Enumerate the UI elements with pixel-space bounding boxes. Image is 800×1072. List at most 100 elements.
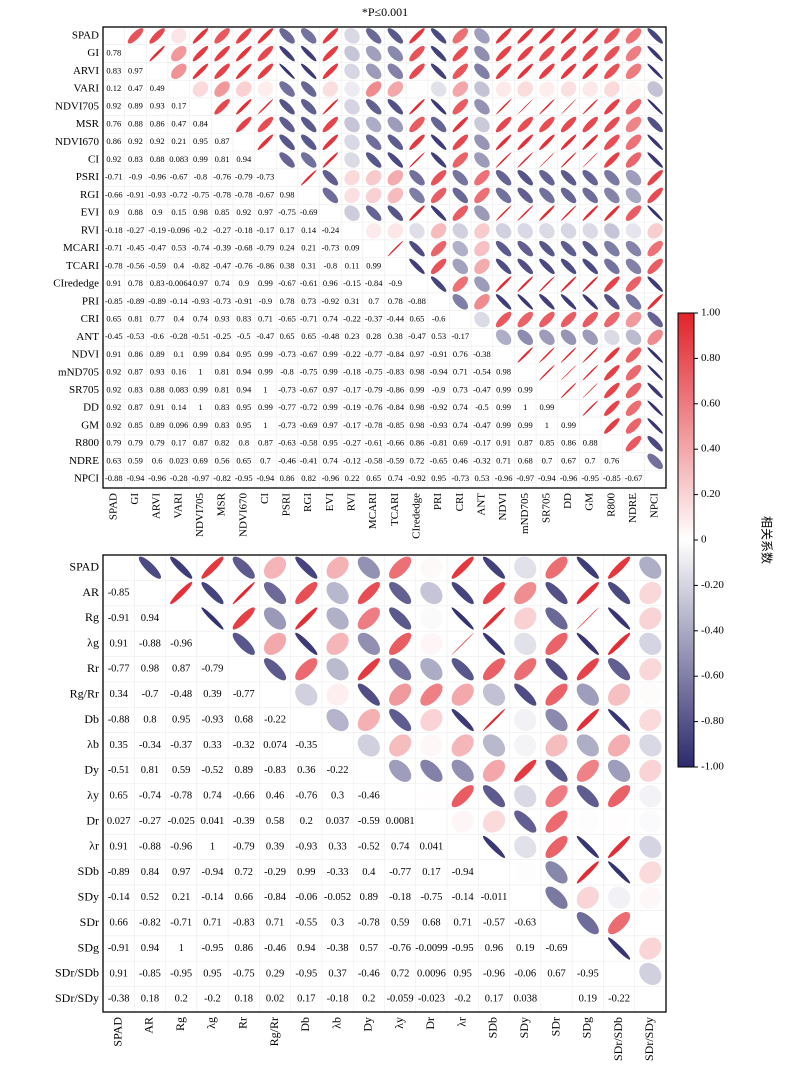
correlation-ellipse xyxy=(647,329,663,346)
value-label: -0.15 xyxy=(343,278,361,288)
value-label: 0.67 xyxy=(547,968,565,979)
correlation-ellipse xyxy=(625,169,642,186)
correlation-ellipse xyxy=(365,187,382,204)
value-label: 0.94 xyxy=(141,613,160,624)
value-label: -0.94 xyxy=(127,473,145,483)
correlation-ellipse xyxy=(263,632,287,655)
correlation-ellipse xyxy=(389,708,412,732)
value-label: 0.18 xyxy=(235,994,253,1005)
value-label: -0.18 xyxy=(389,892,411,903)
correlation-ellipse xyxy=(514,607,537,630)
value-label: -0.32 xyxy=(473,455,491,465)
correlation-ellipse xyxy=(539,116,555,133)
value-label: 0.23 xyxy=(345,331,360,341)
correlation-ellipse xyxy=(560,223,577,239)
value-label: 0.76 xyxy=(604,455,619,465)
value-label: 0.97 xyxy=(193,278,208,288)
correlation-ellipse xyxy=(625,276,642,292)
value-label: 0.14 xyxy=(301,225,317,235)
value-label: 0.92 xyxy=(106,384,121,394)
correlation-ellipse xyxy=(625,134,642,150)
correlation-ellipse xyxy=(514,785,537,808)
correlation-ellipse xyxy=(322,116,339,133)
value-label: 1 xyxy=(198,402,202,412)
value-label: -0.79 xyxy=(233,841,255,852)
correlation-ellipse xyxy=(257,28,274,44)
value-label: 0.88 xyxy=(128,118,143,128)
column-label: RVI xyxy=(346,493,358,511)
value-label: 0.72 xyxy=(410,455,425,465)
value-label: 0.98 xyxy=(280,189,295,199)
correlation-ellipse xyxy=(517,134,533,150)
value-label: 0.92 xyxy=(106,420,121,430)
correlation-ellipse xyxy=(647,240,663,257)
correlation-ellipse xyxy=(326,683,349,706)
correlation-ellipse xyxy=(625,400,642,416)
value-label: 0.023 xyxy=(169,455,188,465)
value-label: -0.75 xyxy=(365,367,383,377)
value-label: 0.99 xyxy=(518,420,533,430)
correlation-ellipse xyxy=(647,187,663,204)
row-label: λb xyxy=(87,737,99,751)
row-label: CI xyxy=(88,154,99,166)
correlation-ellipse xyxy=(560,329,577,346)
value-label: -0.95 xyxy=(235,473,253,483)
correlation-ellipse xyxy=(576,886,599,909)
value-label: 0.93 xyxy=(215,314,230,324)
value-label: 0.83 xyxy=(106,65,121,75)
value-label: -0.48 xyxy=(170,689,192,700)
value-label: 0.89 xyxy=(360,892,378,903)
correlation-ellipse xyxy=(236,45,252,62)
correlation-ellipse xyxy=(604,205,620,221)
correlation-ellipse xyxy=(625,116,642,133)
correlation-ellipse xyxy=(474,134,490,150)
value-label: 0.86 xyxy=(561,438,576,448)
value-label: 0.97 xyxy=(323,420,338,430)
column-label: ARVI xyxy=(151,493,163,519)
row-label: NDVI670 xyxy=(55,136,99,148)
value-label: -0.14 xyxy=(202,892,225,903)
correlation-ellipse xyxy=(639,962,662,986)
value-label: -0.81 xyxy=(430,438,448,448)
value-label: 0.96 xyxy=(323,278,338,288)
value-label: -0.52 xyxy=(358,841,380,852)
value-label: -0.45 xyxy=(127,243,145,253)
value-label: 0.86 xyxy=(235,943,253,954)
value-label: -0.76 xyxy=(365,402,383,412)
value-label: -0.79 xyxy=(365,384,383,394)
value-label: 0.47 xyxy=(171,118,186,128)
value-label: 0.74 xyxy=(453,402,469,412)
correlation-ellipse xyxy=(451,785,474,808)
correlation-ellipse xyxy=(409,169,425,186)
correlation-ellipse xyxy=(474,258,490,275)
value-label: 0.83 xyxy=(128,384,143,394)
value-label: 0.99 xyxy=(323,349,338,359)
value-label: -0.96 xyxy=(148,473,166,483)
value-label: -0.67 xyxy=(257,189,275,199)
correlation-ellipse xyxy=(560,240,577,257)
value-label: -0.94 xyxy=(430,367,448,377)
correlation-ellipse xyxy=(545,632,568,655)
value-label: -0.77 xyxy=(278,402,296,412)
correlation-ellipse xyxy=(517,28,533,44)
value-label: -0.76 xyxy=(213,172,231,182)
value-label: -0.79 xyxy=(235,172,253,182)
correlation-ellipse xyxy=(474,28,490,44)
correlation-ellipse xyxy=(387,134,404,150)
correlation-ellipse xyxy=(300,99,317,115)
correlation-ellipse xyxy=(430,169,447,186)
correlation-ellipse xyxy=(171,45,187,62)
value-label: 0.46 xyxy=(453,455,468,465)
column-label: SDr/SDy xyxy=(642,1017,656,1061)
correlation-ellipse xyxy=(430,240,447,257)
value-label: 0.95 xyxy=(236,349,251,359)
correlation-ellipse xyxy=(326,708,349,732)
value-label: -0.06 xyxy=(295,892,317,903)
correlation-ellipse xyxy=(604,81,620,97)
correlation-ellipse xyxy=(514,658,537,681)
correlation-ellipse xyxy=(300,134,317,150)
correlation-ellipse xyxy=(604,99,620,115)
correlation-ellipse xyxy=(639,861,662,884)
correlation-ellipse xyxy=(639,734,662,757)
value-label: 0.81 xyxy=(215,384,230,394)
